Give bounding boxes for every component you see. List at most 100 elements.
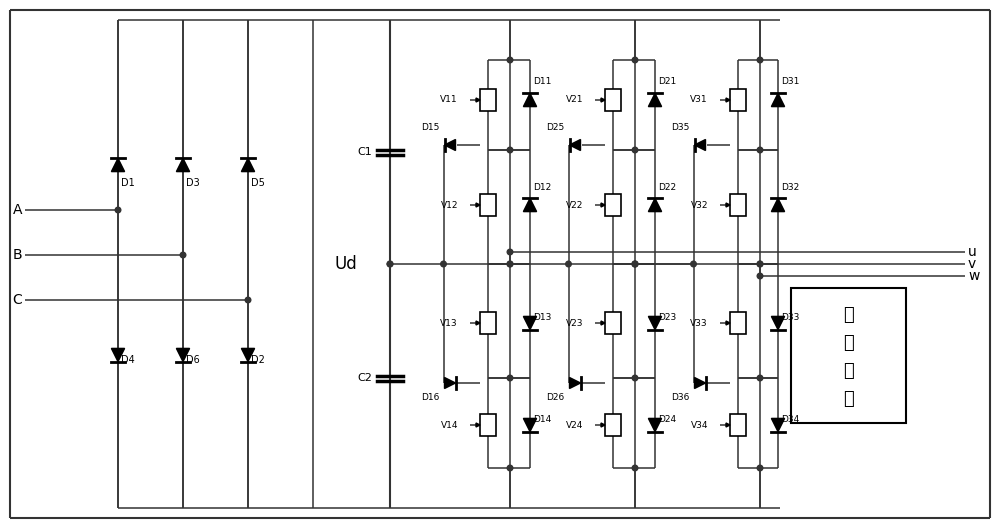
Bar bbox=[480, 89, 496, 111]
Text: D15: D15 bbox=[421, 124, 439, 133]
Polygon shape bbox=[601, 203, 605, 207]
Circle shape bbox=[632, 261, 638, 267]
Circle shape bbox=[632, 465, 638, 471]
Text: 控: 控 bbox=[843, 306, 853, 324]
Circle shape bbox=[632, 261, 638, 267]
Circle shape bbox=[507, 57, 513, 63]
Text: u: u bbox=[968, 245, 977, 259]
Polygon shape bbox=[476, 423, 480, 427]
Polygon shape bbox=[601, 98, 605, 102]
Circle shape bbox=[632, 261, 638, 267]
Text: 统: 统 bbox=[843, 390, 853, 408]
Circle shape bbox=[507, 261, 513, 267]
Polygon shape bbox=[601, 423, 605, 427]
Bar bbox=[480, 414, 496, 436]
Text: D14: D14 bbox=[533, 416, 551, 425]
Circle shape bbox=[507, 375, 513, 381]
Text: V24: V24 bbox=[566, 420, 583, 429]
Text: D16: D16 bbox=[421, 393, 439, 402]
Text: D26: D26 bbox=[546, 393, 564, 402]
Polygon shape bbox=[241, 348, 255, 362]
Circle shape bbox=[632, 147, 638, 153]
Text: D2: D2 bbox=[251, 355, 265, 365]
Polygon shape bbox=[111, 348, 125, 362]
Polygon shape bbox=[523, 199, 537, 212]
Text: Ud: Ud bbox=[335, 255, 358, 273]
Text: V34: V34 bbox=[690, 420, 708, 429]
Circle shape bbox=[507, 249, 513, 255]
Circle shape bbox=[757, 147, 763, 153]
Text: D6: D6 bbox=[186, 355, 200, 365]
Text: D34: D34 bbox=[781, 416, 799, 425]
Bar bbox=[790, 288, 906, 422]
Circle shape bbox=[115, 207, 121, 213]
Circle shape bbox=[507, 147, 513, 153]
Circle shape bbox=[757, 57, 763, 63]
Circle shape bbox=[632, 375, 638, 381]
Polygon shape bbox=[694, 139, 706, 150]
Bar bbox=[605, 312, 621, 334]
Bar bbox=[605, 414, 621, 436]
Text: D36: D36 bbox=[671, 393, 689, 402]
Circle shape bbox=[441, 261, 446, 267]
Polygon shape bbox=[111, 158, 125, 172]
Circle shape bbox=[757, 273, 763, 279]
Text: B: B bbox=[12, 248, 22, 262]
Text: D25: D25 bbox=[546, 124, 564, 133]
Bar bbox=[730, 312, 746, 334]
Polygon shape bbox=[726, 203, 730, 207]
Text: D5: D5 bbox=[251, 178, 265, 188]
Polygon shape bbox=[771, 316, 785, 329]
Text: v: v bbox=[968, 257, 976, 271]
Bar bbox=[730, 414, 746, 436]
Circle shape bbox=[691, 261, 696, 267]
Text: D12: D12 bbox=[533, 183, 551, 192]
Text: V21: V21 bbox=[566, 96, 583, 105]
Text: D31: D31 bbox=[781, 78, 799, 87]
Circle shape bbox=[757, 375, 763, 381]
Polygon shape bbox=[570, 139, 580, 150]
Polygon shape bbox=[176, 348, 190, 362]
Polygon shape bbox=[726, 423, 730, 427]
Text: D11: D11 bbox=[533, 78, 551, 87]
Text: C2: C2 bbox=[357, 373, 372, 383]
Text: V11: V11 bbox=[440, 96, 458, 105]
Polygon shape bbox=[771, 418, 785, 431]
Text: D33: D33 bbox=[781, 314, 799, 323]
Bar bbox=[605, 89, 621, 111]
Text: D24: D24 bbox=[658, 416, 676, 425]
Bar bbox=[480, 312, 496, 334]
Polygon shape bbox=[176, 158, 190, 172]
Text: C: C bbox=[12, 293, 22, 307]
Text: D4: D4 bbox=[121, 355, 135, 365]
Polygon shape bbox=[601, 321, 605, 325]
Circle shape bbox=[180, 252, 186, 258]
Text: V22: V22 bbox=[566, 201, 583, 210]
Polygon shape bbox=[726, 321, 730, 325]
Text: V13: V13 bbox=[440, 318, 458, 327]
Text: D32: D32 bbox=[781, 183, 799, 192]
Polygon shape bbox=[694, 378, 706, 389]
Polygon shape bbox=[523, 93, 537, 107]
Polygon shape bbox=[648, 199, 662, 212]
Text: D35: D35 bbox=[671, 124, 689, 133]
Text: 系: 系 bbox=[843, 362, 853, 380]
Bar bbox=[480, 194, 496, 216]
Text: D23: D23 bbox=[658, 314, 676, 323]
Circle shape bbox=[507, 465, 513, 471]
Text: w: w bbox=[968, 269, 979, 283]
Circle shape bbox=[757, 261, 763, 267]
Circle shape bbox=[757, 261, 763, 267]
Polygon shape bbox=[444, 139, 456, 150]
Text: D22: D22 bbox=[658, 183, 676, 192]
Circle shape bbox=[387, 261, 393, 267]
Circle shape bbox=[632, 57, 638, 63]
Polygon shape bbox=[523, 418, 537, 431]
Text: A: A bbox=[12, 203, 22, 217]
Polygon shape bbox=[241, 158, 255, 172]
Text: D13: D13 bbox=[533, 314, 551, 323]
Polygon shape bbox=[476, 98, 480, 102]
Text: V12: V12 bbox=[440, 201, 458, 210]
Text: D21: D21 bbox=[658, 78, 676, 87]
Polygon shape bbox=[570, 378, 580, 389]
